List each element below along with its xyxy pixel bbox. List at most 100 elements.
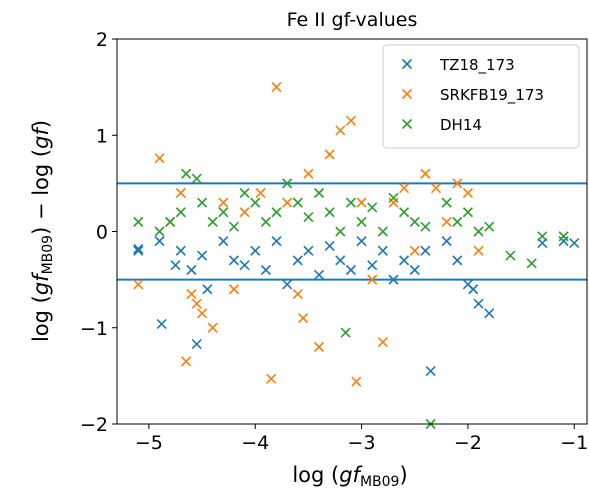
data-point (197, 250, 208, 261)
data-point (228, 284, 240, 295)
data-point (367, 274, 378, 285)
data-point (186, 264, 197, 276)
data-point (154, 153, 165, 164)
data-point (399, 183, 410, 194)
legend-box (382, 44, 580, 149)
data-point (154, 236, 165, 247)
x-tick-label: −2 (454, 432, 482, 454)
data-point (156, 318, 167, 329)
data-point (239, 260, 250, 271)
data-point (191, 298, 202, 309)
data-point (367, 260, 378, 271)
data-point (324, 149, 335, 160)
data-point (441, 236, 452, 247)
data-point (388, 197, 399, 208)
data-point (250, 245, 261, 256)
data-point (292, 197, 303, 208)
data-point (345, 115, 357, 126)
data-point (468, 284, 479, 295)
x-tick-label: −5 (135, 432, 163, 454)
data-point (303, 168, 314, 179)
data-point (345, 264, 357, 276)
data-point (165, 216, 176, 227)
data-point (282, 197, 293, 208)
data-point (175, 187, 186, 199)
data-point (133, 279, 144, 290)
data-point (399, 207, 410, 218)
series-srkfb19-173 (133, 82, 569, 387)
data-point (175, 207, 186, 218)
data-point (266, 373, 277, 384)
data-point (452, 216, 463, 227)
data-point (420, 168, 431, 179)
data-point (441, 216, 452, 227)
data-point (181, 168, 192, 179)
data-point (526, 258, 537, 269)
data-point (351, 376, 362, 387)
data-point (207, 216, 218, 227)
data-point (313, 187, 325, 199)
data-point (335, 255, 346, 266)
data-point (260, 264, 271, 276)
data-point (191, 339, 202, 350)
data-point (271, 82, 282, 93)
data-point (377, 226, 388, 237)
data-point (441, 197, 452, 208)
y-tick-label: 2 (96, 29, 108, 51)
data-point (505, 250, 516, 261)
data-point (409, 264, 420, 276)
data-point (569, 237, 580, 249)
data-point (250, 197, 261, 208)
data-point (377, 337, 388, 348)
x-tick-label: −4 (241, 432, 269, 454)
data-point (409, 216, 420, 227)
data-point (345, 197, 357, 208)
data-point (399, 255, 410, 266)
data-point (228, 255, 240, 266)
data-point (282, 279, 293, 290)
data-point (271, 236, 282, 247)
data-point (255, 187, 266, 199)
legend-label: DH14 (440, 116, 482, 134)
y-tick-label: −2 (80, 414, 108, 436)
data-point (335, 125, 346, 136)
data-point (218, 207, 229, 218)
y-tick-label: 0 (96, 222, 108, 244)
data-point (452, 255, 463, 266)
data-point (175, 245, 186, 256)
data-point (324, 240, 335, 252)
series-dh14 (133, 168, 569, 430)
data-point (191, 173, 202, 184)
legend-label: SRKFB19_173 (440, 86, 544, 105)
y-axis-label: log (gfMB09) − log (gf) (29, 120, 56, 342)
x-axis-label: log (gfMB09) (292, 463, 407, 490)
legend-marker (401, 58, 413, 70)
data-points (133, 82, 580, 430)
data-point (239, 187, 250, 199)
data-point (356, 236, 367, 247)
data-point (282, 178, 293, 189)
data-point (420, 221, 431, 232)
data-point (313, 341, 325, 353)
x-tick-label: −1 (560, 432, 588, 454)
data-point (473, 226, 484, 237)
data-point (462, 187, 473, 199)
data-point (324, 207, 335, 218)
legend-marker (401, 88, 413, 100)
data-point (356, 197, 367, 208)
data-point (218, 236, 229, 247)
data-point (473, 245, 484, 256)
data-point (186, 288, 197, 300)
data-point (133, 243, 144, 254)
data-point (133, 245, 144, 256)
y-tick-label: 1 (96, 125, 108, 147)
data-point (356, 216, 367, 227)
data-point (377, 245, 388, 256)
data-point (154, 226, 165, 237)
legend-label: TZ18_173 (439, 56, 515, 75)
data-point (388, 192, 399, 203)
data-point (218, 197, 229, 208)
data-point (537, 231, 548, 242)
y-axis-ticks: −2 −1 0 1 2 (80, 29, 117, 436)
